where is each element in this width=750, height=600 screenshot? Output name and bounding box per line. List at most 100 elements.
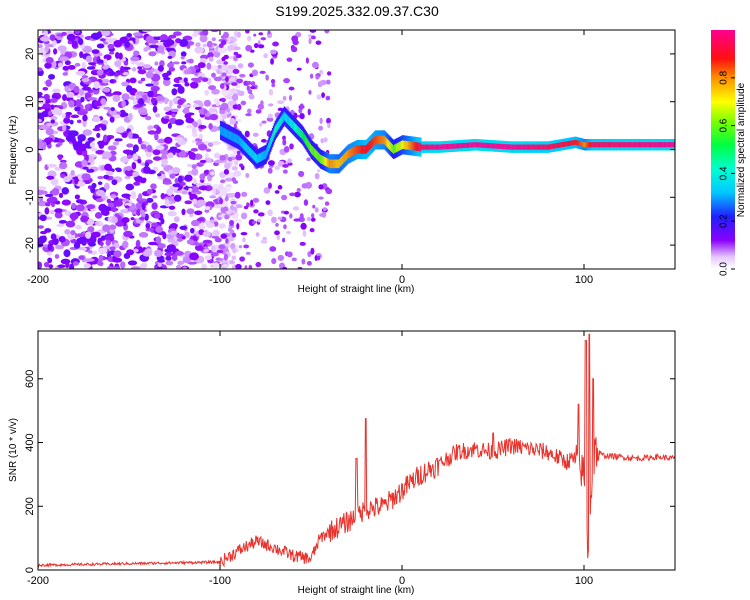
heatmap-cell	[263, 150, 266, 160]
heatmap-cell	[39, 214, 47, 222]
heatmap-cell	[323, 156, 326, 166]
heatmap-cell	[177, 85, 185, 94]
heatmap-cell	[561, 142, 563, 148]
heatmap-cell	[255, 261, 262, 268]
heatmap-cell	[67, 130, 78, 137]
heatmap-cell	[139, 216, 145, 221]
heatmap-cell	[535, 144, 538, 150]
heatmap-cell	[139, 263, 146, 269]
heatmap-cell	[137, 137, 142, 145]
heatmap-cell	[112, 257, 123, 263]
heatmap-cell	[502, 143, 504, 150]
heatmap-cell	[395, 143, 398, 153]
heatmap-cell	[121, 217, 130, 224]
heatmap-cell	[188, 58, 194, 64]
heatmap-cell	[325, 95, 331, 101]
heatmap-cell	[382, 135, 385, 145]
heatmap-cell	[420, 142, 422, 152]
heatmap-cell	[569, 140, 571, 146]
heatmap-cell	[291, 257, 297, 262]
heatmap-cell	[612, 142, 614, 148]
heatmap-cell	[622, 142, 624, 148]
heatmap-cell	[321, 155, 323, 164]
heatmap-cell	[437, 144, 439, 150]
heatmap-cell	[189, 81, 199, 89]
heatmap-cell	[114, 138, 123, 142]
heatmap-cell	[38, 261, 43, 269]
heatmap-cell	[294, 191, 301, 198]
heatmap-cell	[422, 144, 425, 150]
heatmap-cell	[323, 137, 328, 143]
heatmap-cell	[593, 142, 595, 148]
heatmap-cell	[589, 142, 591, 148]
heatmap-cell	[398, 142, 400, 151]
heatmap-cell	[312, 147, 315, 156]
heatmap-cell	[357, 145, 359, 154]
heatmap-cell	[247, 89, 253, 95]
heatmap-cell	[331, 159, 333, 169]
heatmap-cell	[138, 232, 149, 238]
heatmap-cell	[580, 141, 582, 147]
heatmap-cell	[150, 97, 156, 104]
heatmap-cell	[270, 79, 276, 84]
heatmap-cell	[594, 142, 597, 148]
heatmap-cell	[231, 132, 234, 141]
heatmap-cell	[78, 255, 85, 260]
heatmap-cell	[385, 137, 388, 147]
heatmap-cell	[562, 141, 564, 148]
heatmap-cell	[193, 79, 202, 83]
heatmap-cell	[220, 126, 222, 135]
heatmap-cell	[209, 195, 217, 199]
heatmap-cell	[106, 198, 112, 204]
heatmap-cell	[584, 142, 587, 148]
heatmap-cell	[173, 31, 182, 36]
heatmap-cell	[121, 112, 129, 117]
heatmap-cell	[128, 131, 133, 140]
heatmap-cell	[190, 219, 200, 227]
heatmap-cell	[236, 150, 241, 155]
heatmap-cell	[460, 143, 462, 149]
heatmap-cell	[206, 62, 212, 70]
heatmap-cell	[355, 145, 357, 155]
heatmap-cell	[378, 135, 380, 145]
heatmap-cell	[266, 147, 268, 157]
heatmap-cell	[351, 148, 353, 157]
heatmap-cell	[46, 175, 55, 180]
heatmap-cell	[560, 142, 562, 148]
heatmap-cell	[545, 144, 548, 150]
heatmap-cell	[171, 167, 181, 175]
heatmap-cell	[99, 38, 106, 42]
heatmap-cell	[297, 266, 303, 269]
heatmap-cell	[268, 89, 274, 96]
heatmap-cell	[456, 143, 458, 149]
heatmap-cell	[299, 103, 304, 110]
heatmap-cell	[356, 145, 358, 154]
heatmap-cell	[330, 159, 332, 169]
heatmap-cell	[628, 142, 630, 148]
heatmap-cell	[50, 115, 58, 121]
heatmap-cell	[292, 206, 300, 211]
heatmap-cell	[651, 142, 653, 148]
heatmap-cell	[141, 202, 146, 211]
heatmap-cell	[644, 142, 646, 148]
heatmap-cell	[48, 264, 54, 269]
heatmap-cell	[224, 196, 229, 202]
heatmap-cell	[295, 31, 302, 38]
heatmap-cell	[320, 154, 322, 164]
heatmap-cell	[650, 142, 652, 148]
heatmap-cell	[95, 211, 103, 219]
heatmap-cell	[238, 90, 245, 97]
heatmap-cell	[259, 153, 261, 162]
heatmap-cell	[229, 219, 235, 226]
heatmap-cell	[440, 144, 442, 150]
heatmap-cell	[442, 144, 445, 150]
heatmap-cell	[140, 144, 147, 150]
heatmap-cell	[100, 98, 107, 105]
heatmap-cell	[425, 144, 428, 150]
snr-x-tick-label: -100	[209, 575, 231, 587]
heatmap-cell	[237, 63, 244, 69]
heatmap-cell	[177, 99, 184, 106]
heatmap-cell	[57, 45, 67, 52]
heatmap-cell	[570, 140, 572, 146]
heatmap-cell	[200, 222, 205, 229]
